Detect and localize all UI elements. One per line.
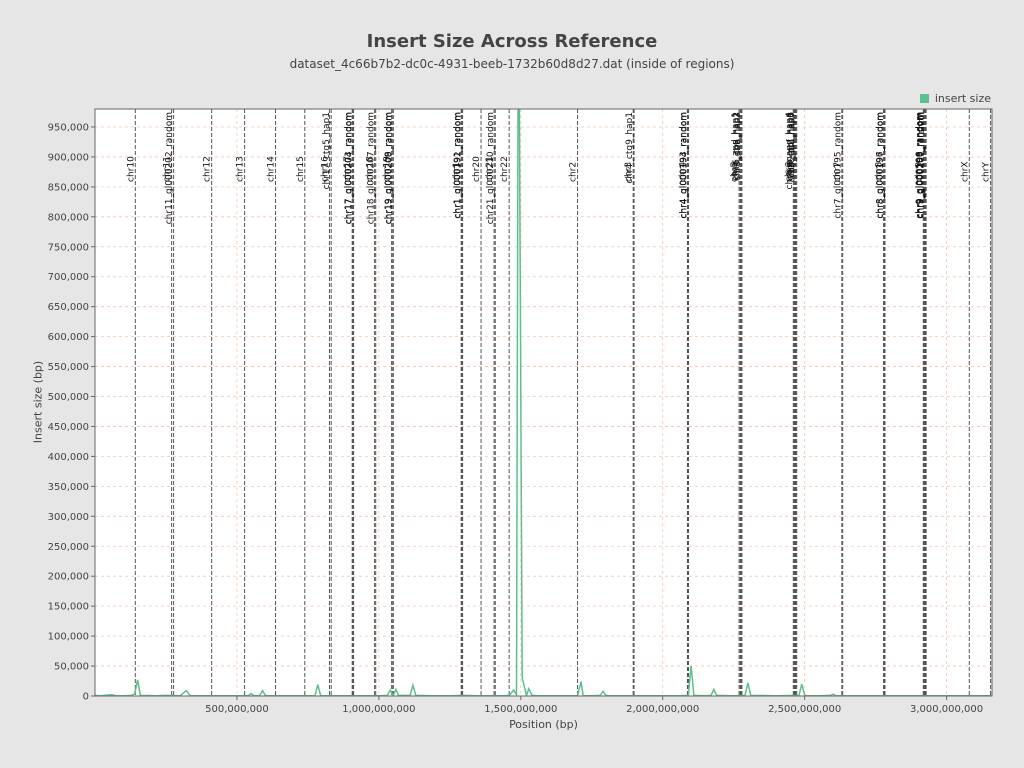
region-marker-label: chr17_ctg5_hap1	[322, 112, 332, 189]
region-marker-label: chr6_mann_hap4	[785, 112, 795, 190]
region-marker-label: chr11_gl000202_random	[165, 112, 175, 224]
region-marker-label: chrM	[917, 112, 927, 134]
chart-subtitle: dataset_4c66b7b2-dc0c-4931-beeb-1732b60d…	[289, 57, 735, 71]
legend-label: insert size	[934, 92, 991, 105]
plot-border	[94, 108, 993, 697]
region-marker-label: chr8_gl000197_random	[876, 112, 886, 219]
x-tick-label: 2,500,000,000	[768, 704, 841, 715]
region-marker-label: chr17_gl000203_random	[344, 112, 354, 224]
region-marker-label: chr7_gl000195_random	[834, 112, 844, 219]
y-tick-label: 650,000	[48, 302, 89, 313]
region-marker-label: chr9	[914, 162, 924, 182]
region-marker-label: chr1	[452, 162, 462, 182]
region-marker-label: chr6_apd_hap1	[731, 112, 741, 181]
region-marker-label: chr15	[296, 156, 306, 182]
y-tick-label: 450,000	[48, 422, 89, 433]
region-marker-label: chr9_gl000200_random	[916, 112, 926, 219]
region-marker-label: chr19_gl000209_random	[384, 112, 394, 224]
y-tick-label: 600,000	[48, 332, 89, 343]
region-marker-label: chr11	[163, 156, 173, 182]
region-marker-label: chr14	[267, 156, 277, 182]
y-tick-label: 550,000	[48, 362, 89, 373]
region-marker-label: chr4_gl000193_random	[679, 112, 689, 219]
y-tick-label: 750,000	[48, 242, 89, 253]
region-marker-label: chr4	[678, 162, 688, 182]
region-marker-label: chr21_gl000210_random	[486, 112, 496, 224]
y-tick-label: 0	[83, 692, 89, 703]
region-marker-label: chrX	[960, 161, 970, 182]
chart-title: Insert Size Across Reference	[366, 31, 658, 52]
region-marker-label: chr12	[203, 156, 213, 182]
region-marker-label: chr5	[730, 162, 740, 182]
region-marker-label: chr10	[126, 156, 136, 182]
y-tick-label: 300,000	[48, 512, 89, 523]
y-tick-label: 100,000	[48, 632, 89, 643]
region-marker-label: chr20	[472, 156, 482, 182]
region-marker-label: chr4_ctg9_hap1	[625, 112, 635, 184]
region-marker-label: chr17_gl000204_random	[345, 112, 355, 224]
x-tick-label: 500,000,000	[205, 704, 269, 715]
region-marker-label: chr9_gl000198_random	[915, 112, 925, 219]
region-marker-label: chr18	[366, 156, 376, 182]
x-tick-label: 2,000,000,000	[626, 704, 699, 715]
region-marker-label: chr6_mcf_hap5	[786, 112, 796, 181]
region-marker-label: chr16	[321, 156, 331, 182]
plot-area	[95, 109, 992, 696]
region-marker-label: chr19_gl000208_random	[384, 112, 394, 224]
y-tick-label: 200,000	[48, 572, 89, 583]
region-marker-label: chr8	[875, 162, 885, 182]
region-marker-label: chr2	[569, 162, 579, 182]
region-marker-label: chr6_dbb_hap3	[733, 112, 743, 181]
x-tick-label: 1,000,000,000	[342, 704, 415, 715]
y-tick-label: 500,000	[48, 392, 89, 403]
region-marker-label: chr22	[500, 156, 510, 182]
region-marker-label: chrY	[982, 162, 992, 182]
region-marker-label: chr17	[343, 156, 353, 182]
region-marker-label: chr1_gl000192_random	[454, 112, 464, 219]
y-tick-label: 850,000	[48, 182, 89, 193]
region-marker-label: chr1_gl000191_random	[453, 112, 463, 219]
y-tick-label: 700,000	[48, 272, 89, 283]
region-marker-label: chr4_gl000194_random	[680, 112, 690, 219]
region-marker-label: chr21	[485, 156, 495, 182]
region-marker-label: chr19	[383, 156, 393, 182]
region-marker-label: chr6_cox_hap2	[732, 112, 742, 179]
region-marker-label: chr6_qbl_hap6	[787, 112, 797, 178]
y-tick-label: 350,000	[48, 482, 89, 493]
region-marker-label: chr9_gl000199_random	[915, 112, 925, 219]
region-marker-label: chr6_ssto_hap7	[788, 112, 798, 182]
x-axis-label: Position (bp)	[509, 718, 578, 731]
y-tick-label: 250,000	[48, 542, 89, 553]
legend: insert size	[919, 92, 991, 105]
region-marker-label: chr6	[784, 162, 794, 182]
y-tick-label: 800,000	[48, 212, 89, 223]
region-marker-label: chr3	[624, 162, 634, 182]
y-tick-label: 150,000	[48, 602, 89, 613]
x-tick-label: 1,500,000,000	[484, 704, 557, 715]
y-tick-label: 400,000	[48, 452, 89, 463]
region-marker-label: chr13	[236, 156, 246, 182]
y-tick-label: 950,000	[48, 122, 89, 133]
legend-swatch	[919, 94, 929, 103]
region-marker-label: chr8_gl000196_random	[875, 112, 885, 219]
x-tick-label: 3,000,000,000	[910, 704, 983, 715]
region-marker-label: chr7	[833, 162, 843, 182]
region-marker-label: chr9_gl000201_random	[917, 112, 927, 219]
region-marker-label: chr18_gl000207_random	[367, 112, 377, 224]
y-tick-label: 50,000	[54, 662, 89, 673]
y-tick-label: 900,000	[48, 152, 89, 163]
